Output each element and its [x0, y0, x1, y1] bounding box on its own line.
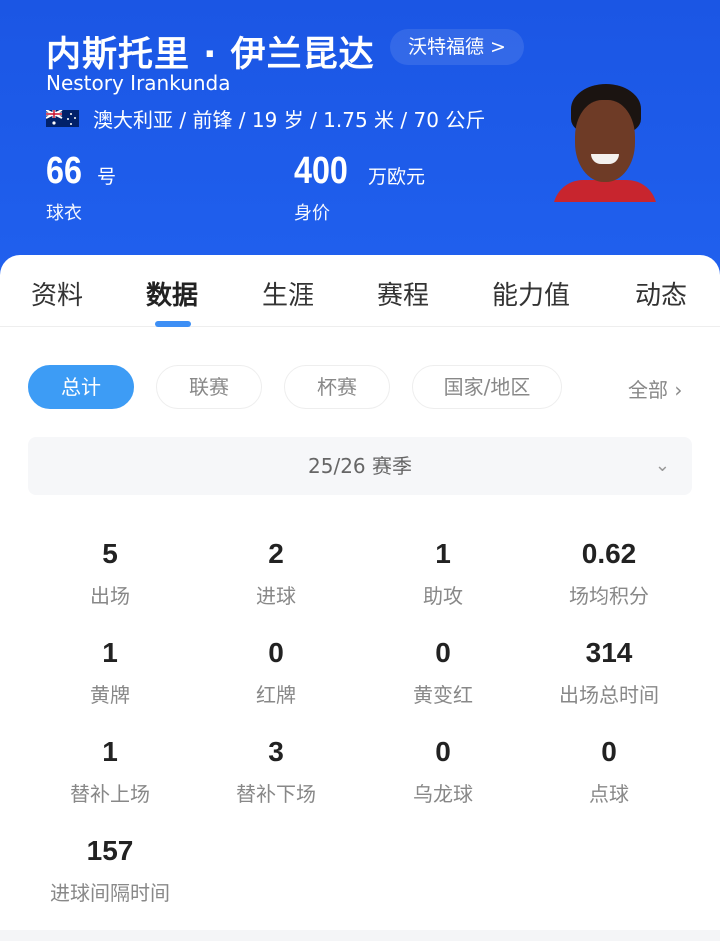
stat-label: 替补上场	[70, 782, 150, 806]
tab-profile[interactable]: 资料	[31, 281, 84, 311]
stat-value: 2	[268, 538, 284, 569]
shirt-label: 球衣	[46, 203, 82, 224]
stat-item: 1 助攻	[360, 538, 526, 609]
stat-label: 助攻	[423, 584, 463, 608]
stat-item: 1 替补上场	[27, 736, 193, 807]
stat-item: 2 进球	[193, 538, 359, 609]
stat-label: 出场总时间	[559, 683, 659, 707]
player-country: 澳大利亚	[93, 108, 173, 132]
season-selector[interactable]: 25/26 赛季 ⌄	[28, 437, 692, 495]
tab-schedule[interactable]: 赛程	[377, 281, 430, 311]
stat-label: 点球	[589, 782, 629, 806]
stat-item: 0.62 场均积分	[526, 538, 692, 609]
stat-item: 3 替补下场	[193, 736, 359, 807]
team-link-button[interactable]: 沃特福德 >	[390, 29, 524, 65]
player-name: 内斯托里 · 伊兰昆达	[46, 35, 375, 75]
stat-label: 替补下场	[236, 782, 316, 806]
stat-value: 0	[601, 736, 617, 767]
stat-value: 0	[435, 637, 451, 668]
player-photo	[553, 82, 657, 202]
tab-stats[interactable]: 数据	[146, 281, 199, 311]
stat-label: 进球间隔时间	[50, 881, 170, 905]
stat-item: 0 点球	[526, 736, 692, 807]
player-header: 内斯托里 · 伊兰昆达 沃特福德 > Nestory Irankunda 澳大利…	[0, 0, 720, 275]
filter-cup[interactable]: 杯赛	[284, 365, 390, 409]
stat-value: 0	[435, 736, 451, 767]
tab-news[interactable]: 动态	[635, 281, 688, 311]
stat-value: 1	[102, 736, 118, 767]
stat-item: 5 出场	[27, 538, 193, 609]
stat-value: 0.62	[581, 538, 637, 569]
season-label: 25/26 赛季	[308, 454, 412, 478]
stat-label: 进球	[256, 584, 296, 608]
stat-item: 157 进球间隔时间	[27, 835, 193, 906]
shirt-unit: 号	[97, 166, 117, 188]
stat-label: 场均积分	[569, 584, 649, 608]
stat-value: 5	[102, 538, 118, 569]
australia-flag-icon	[46, 110, 79, 127]
active-tab-indicator	[155, 321, 191, 327]
stat-item: 1 黄牌	[27, 637, 193, 708]
chevron-down-icon: ⌄	[654, 455, 670, 476]
tab-career[interactable]: 生涯	[262, 281, 315, 311]
stat-label: 黄牌	[90, 683, 130, 707]
filter-total[interactable]: 总计	[28, 365, 134, 409]
stat-value: 1	[435, 538, 451, 569]
stat-value: 314	[585, 637, 633, 668]
player-english-name: Nestory Irankunda	[46, 71, 231, 95]
tab-bar: 资料 数据 生涯 赛程 能力值 动态	[0, 255, 720, 327]
content-card: 资料 数据 生涯 赛程 能力值 动态 总计 联赛 杯赛 国家/地区 全部 › 2…	[0, 255, 720, 941]
stat-label: 出场	[90, 584, 130, 608]
stat-item: 0 红牌	[193, 637, 359, 708]
stat-item: 0 黄变红	[360, 637, 526, 708]
market-value-label: 身价	[294, 203, 330, 224]
shirt-number: 66	[46, 150, 82, 192]
filter-national[interactable]: 国家/地区	[412, 365, 562, 409]
stat-label: 黄变红	[413, 683, 473, 707]
tab-ability[interactable]: 能力值	[492, 281, 571, 311]
market-value-unit: 万欧元	[368, 166, 426, 188]
filter-league[interactable]: 联赛	[156, 365, 262, 409]
filter-all-button[interactable]: 全部 ›	[628, 378, 683, 402]
stat-value: 0	[268, 637, 284, 668]
bottom-divider	[0, 930, 720, 941]
player-details: / 前锋 / 19 岁 / 1.75 米 / 70 公斤	[179, 108, 486, 132]
stat-item: 314 出场总时间	[526, 637, 692, 708]
stat-value: 157	[86, 835, 134, 866]
stat-value: 1	[102, 637, 118, 668]
stat-label: 红牌	[256, 683, 296, 707]
player-info: 澳大利亚 / 前锋 / 19 岁 / 1.75 米 / 70 公斤	[46, 104, 485, 133]
stat-value: 3	[268, 736, 284, 767]
stat-item: 0 乌龙球	[360, 736, 526, 807]
stat-label: 乌龙球	[413, 782, 473, 806]
market-value: 400	[294, 150, 348, 192]
